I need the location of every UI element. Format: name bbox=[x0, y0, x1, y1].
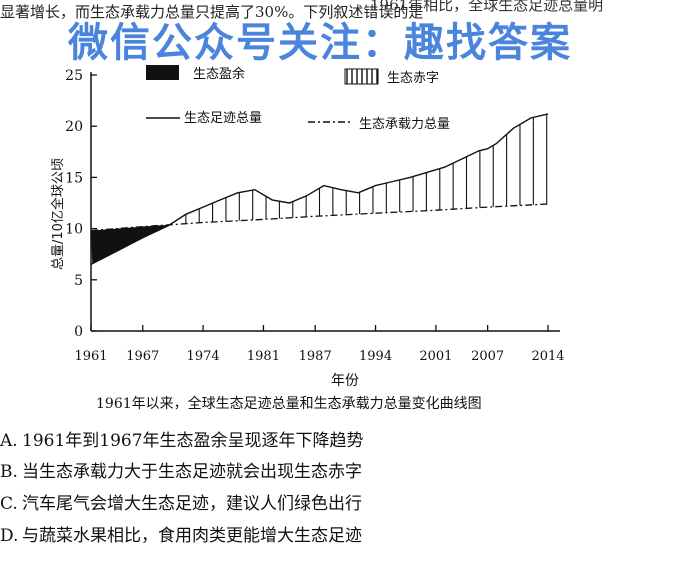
legend-deficit-label: 生态赤字 bbox=[387, 71, 439, 86]
option-a-text: 1961年到1967年生态盈余呈现逐年下降趋势 bbox=[22, 431, 364, 451]
chart-caption: 1961年以来，全球生态足迹总量和生态承载力总量变化曲线图 bbox=[96, 395, 482, 412]
chart-lines bbox=[90, 113, 549, 266]
question-fragment-top: 1961年相比，全球生态足迹总量明 bbox=[370, 0, 604, 14]
legend-capacity-label: 生态承载力总量 bbox=[359, 117, 450, 132]
capacity-series-line bbox=[90, 203, 549, 232]
y-tick-label: 0 bbox=[74, 324, 83, 340]
ecological-footprint-chart: 0 5 10 15 20 25 1961 1967 1974 1981 1987 1994 2001 2… bbox=[50, 65, 565, 412]
y-tick-label: 10 bbox=[65, 222, 83, 238]
x-tick-label: 2014 bbox=[531, 349, 564, 364]
question-stem-line: 显著增长，而生态承载力总量只提高了30%。下列叙述错误的是 1961年相比，全球… bbox=[0, 0, 700, 24]
legend-surplus-label: 生态盈余 bbox=[193, 66, 245, 82]
y-axis-label: 总量/10亿全球公顷 bbox=[50, 158, 66, 270]
option-d[interactable]: D. 与蔬菜水果相比，食用肉类更能增大生态足迹 bbox=[0, 521, 362, 546]
option-b-text: 当生态承载力大于生态足迹就会出现生态赤字 bbox=[22, 462, 362, 482]
watermark-text: 微信公众号关注：趣找答案 bbox=[68, 20, 572, 66]
option-a-letter: A. bbox=[0, 431, 18, 451]
question-intro-text: 显著增长，而生态承载力总量只提高了30%。下列叙述错误的是 bbox=[0, 3, 424, 21]
legend-footprint-label: 生态足迹总量 bbox=[184, 111, 262, 126]
option-b[interactable]: B. 当生态承载力大于生态足迹就会出现生态赤字 bbox=[0, 457, 362, 482]
option-d-letter: D. bbox=[0, 526, 19, 546]
option-c[interactable]: C. 汽车尾气会增大生态足迹，建议人们绿色出行 bbox=[0, 489, 362, 514]
y-ticks: 0 5 10 15 20 25 bbox=[65, 68, 97, 340]
x-tick-label: 1967 bbox=[126, 349, 159, 364]
x-tick-label: 1974 bbox=[187, 349, 220, 364]
legend: 生态盈余 生态赤字 生态足迹总量 生态承载力总量 bbox=[146, 65, 450, 132]
legend-surplus-swatch bbox=[146, 65, 179, 80]
x-tick-label: 1981 bbox=[247, 349, 280, 364]
option-a[interactable]: A. 1961年到1967年生态盈余呈现逐年下降趋势 bbox=[0, 426, 364, 451]
y-tick-label: 15 bbox=[65, 170, 83, 186]
legend-deficit-swatch bbox=[344, 68, 379, 85]
x-axis-label: 年份 bbox=[331, 373, 359, 389]
x-tick-label: 2001 bbox=[419, 349, 452, 364]
option-c-text: 汽车尾气会增大生态足迹，建议人们绿色出行 bbox=[22, 494, 362, 514]
option-d-text: 与蔬菜水果相比，食用肉类更能增大生态足迹 bbox=[22, 526, 362, 546]
x-tick-label: 1994 bbox=[359, 349, 392, 364]
x-tick-label: 2007 bbox=[471, 349, 504, 364]
x-ticks: 1961 1967 1974 1981 1987 1994 2001 2007 2014 bbox=[74, 325, 565, 364]
x-tick-label: 1987 bbox=[299, 349, 332, 364]
x-tick-label: 1961 bbox=[74, 349, 107, 364]
footprint-series-line bbox=[90, 113, 549, 266]
y-tick-label: 20 bbox=[65, 119, 83, 135]
option-b-letter: B. bbox=[0, 462, 18, 482]
option-c-letter: C. bbox=[0, 494, 18, 514]
y-tick-label: 5 bbox=[74, 273, 83, 289]
y-tick-label: 25 bbox=[65, 68, 83, 84]
